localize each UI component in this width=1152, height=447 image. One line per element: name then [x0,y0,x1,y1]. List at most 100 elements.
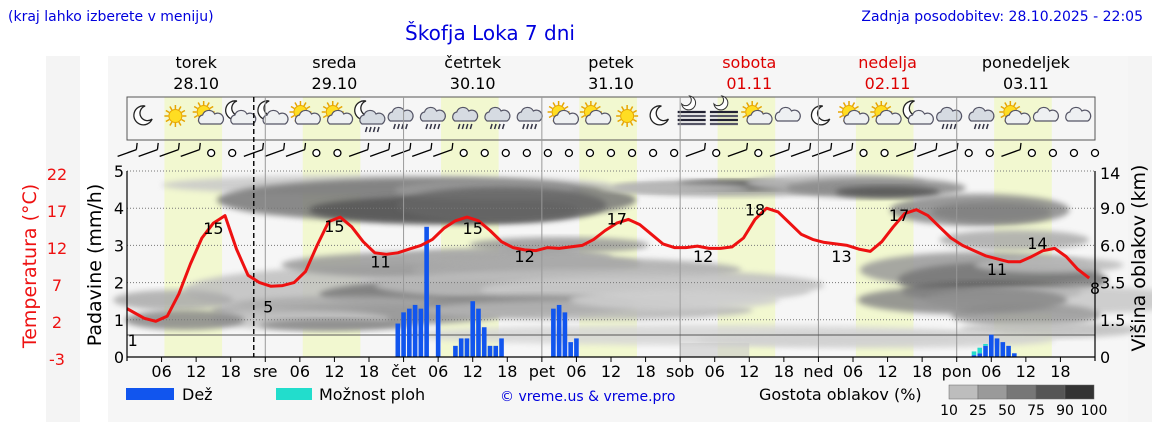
credit-link[interactable]: © vreme.us & vreme.pro [500,389,675,405]
day-date: 30.10 [450,74,496,93]
cloud-shape [1032,106,1060,122]
wind-calm-marker [669,148,679,158]
last-update: Zadnja posodobitev: 28.10.2025 - 22:05 [861,9,1143,25]
sun-ray [755,102,759,107]
wind-barb-staff [685,148,705,158]
wind-barb [285,142,307,158]
sun-ray [181,118,186,123]
sun-ray [580,114,586,119]
x-tick-label: 12 [324,362,344,381]
sun-cloud-icon [321,101,354,125]
sun-ray [620,106,625,111]
precipitation-bars [395,226,1017,357]
sun-ray [294,102,298,107]
wind-barb [390,142,412,158]
sun-ray [742,114,747,119]
temperature-axis-title: Temperatura (°C) [19,184,41,349]
rain-drop [977,123,981,130]
wind-barb [811,142,833,158]
sun-ray [746,102,750,107]
wind-barb [138,142,159,158]
day-headers: torek 28.10 sreda 29.10 četrtek 30.10 petek 31.… [173,53,1070,93]
cloud-scale-swatch [977,384,1008,400]
temperature-value-label: 15 [324,217,344,236]
temperature-tick-label: -3 [49,350,65,369]
cloud-rain-icon [452,106,479,130]
wind-barb-staff [832,148,853,158]
wind-barb-staff [895,148,916,158]
rain-drop [457,123,461,130]
sun-ray [193,105,198,110]
wind-barb-staff [138,148,158,158]
grid-lines [127,97,1095,357]
day-name: nedelja [858,53,917,72]
rain-drop [985,123,989,130]
wind-barb-flag [851,142,854,150]
region-hint[interactable]: (kraj lahko izberete v meniju) [8,9,214,25]
moon-cloud-icon [902,100,934,125]
sun-ray [165,118,170,123]
cloud-scale-swatch [1006,384,1037,400]
cloud-rain-icon [968,106,995,130]
cloud-height-tick-label: 0 [1100,348,1110,367]
rain-bar [551,308,556,357]
wind-barb-staff [433,148,453,158]
wind-calm-marker [606,148,616,158]
day-name: petek [588,53,634,72]
cloud-scale-label: 25 [969,403,987,419]
temperature-tick-label: 17 [47,202,67,221]
wind-barb [938,142,959,158]
rain-drop [534,123,538,130]
cloud-shape [875,109,902,125]
rain-drop [522,123,526,130]
cloud-shape [936,106,963,122]
sun-ray [629,106,634,111]
wind-barb-staff [790,148,811,158]
sun-ray [584,102,589,107]
wind-calm-marker [543,148,553,158]
precipitation-tick-label: 4 [114,199,124,218]
sun-ray [596,105,601,110]
wind-barb-flag [935,142,938,150]
rain-bar [994,338,1000,357]
cloud-icon [774,106,801,122]
x-tick-label: 12 [739,362,759,381]
x-tick-label: 12 [186,362,206,381]
wind-calm-marker [1048,148,1058,158]
cloud-scale-label: 90 [1056,403,1074,419]
wind-barb [832,142,854,158]
moon-icon [133,105,153,126]
moon-icon [649,105,669,126]
legend-cloud-title: Gostota oblakov (%) [759,385,922,404]
cloud-scale-swatch [1064,384,1095,400]
wind-barb-flag [367,142,370,150]
rain-bar [401,312,406,357]
rain-drop [372,126,376,133]
wind-calm-marker [880,148,889,158]
rain-drop [461,123,465,130]
cloud-scale-label: 100 [1081,403,1108,419]
x-tick-label: 18 [774,362,794,381]
cloud-height-tick-label: 14 [1100,164,1120,183]
wind-barb-flag [430,142,433,150]
cloud-icon [1032,106,1060,122]
day-name: ponedeljek [982,53,1071,72]
moon-cloud-icon [257,100,289,125]
day-date: 28.10 [173,74,219,93]
wind-calm-marker [648,148,658,158]
wind-barb [769,142,791,158]
sun-ray [561,102,565,107]
wind-barb-flag [746,142,749,150]
wind-barb-flag [304,142,307,150]
wind-barb-staff [1001,148,1021,158]
rain-drop [941,123,945,130]
wind-barb-flag [283,142,286,150]
x-tick-label: 18 [635,362,655,381]
wind-calm-marker [985,148,994,158]
cloud-shape [1004,109,1031,125]
wind-barb-flag [788,142,791,150]
cloud-sun-icon [547,101,580,125]
wind-calm-marker [964,148,973,158]
